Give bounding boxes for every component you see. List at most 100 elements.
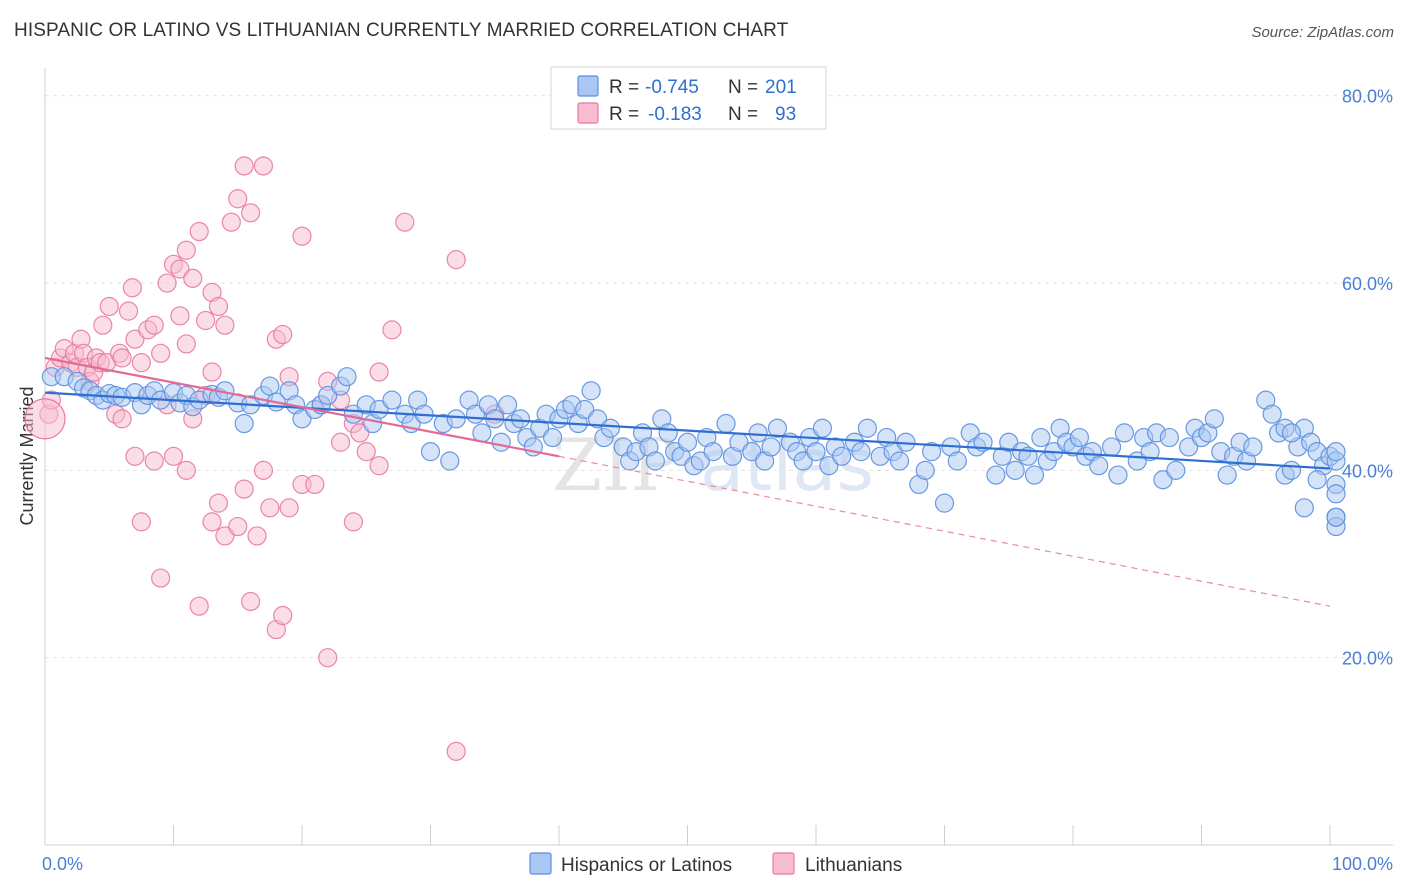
point-lithuanian	[151, 343, 171, 363]
point-lithuanian	[279, 498, 299, 518]
point-hispanic	[1204, 409, 1224, 429]
point-hispanic	[742, 442, 762, 462]
point-hispanic	[1159, 427, 1179, 448]
point-hispanic	[491, 432, 511, 452]
point-lithuanian	[131, 512, 151, 532]
point-hispanic	[234, 413, 254, 434]
point-hispanic	[1069, 427, 1090, 448]
point-hispanic	[1294, 498, 1314, 518]
point-lithuanian	[228, 516, 248, 537]
point-hispanic	[1005, 460, 1025, 480]
point-hispanic	[382, 390, 402, 410]
point-hispanic	[1024, 465, 1045, 485]
point-hispanic	[581, 381, 601, 401]
point-lithuanian	[24, 398, 66, 440]
point-hispanic	[260, 376, 280, 396]
point-hispanic	[716, 413, 736, 434]
point-hispanic	[1166, 460, 1186, 480]
point-hispanic	[1326, 507, 1346, 527]
point-lithuanian	[273, 605, 293, 626]
point-lithuanian	[170, 306, 190, 326]
point-lithuanian	[446, 250, 466, 270]
point-lithuanian	[144, 315, 164, 335]
point-lithuanian	[131, 353, 151, 373]
point-lithuanian	[395, 212, 415, 232]
point-lithuanian	[125, 446, 145, 466]
bottom-legend-swatch-hispanic	[529, 852, 552, 875]
x-tick-label: 100.0%	[1332, 854, 1393, 874]
point-lithuanian	[446, 741, 466, 761]
point-lithuanian	[208, 296, 229, 317]
point-lithuanian	[157, 273, 177, 293]
point-hispanic	[857, 418, 878, 438]
point-hispanic	[922, 442, 942, 462]
point-hispanic	[767, 418, 788, 438]
point-hispanic	[761, 437, 781, 457]
point-hispanic	[337, 367, 357, 387]
chart-title: HISPANIC OR LATINO VS LITHUANIAN CURRENT…	[14, 20, 789, 41]
trend-line-lithuanian	[44, 356, 560, 458]
point-lithuanian	[215, 526, 235, 546]
point-hispanic	[1326, 484, 1346, 504]
point-lithuanian	[176, 460, 196, 480]
point-lithuanian	[151, 568, 171, 588]
point-lithuanian	[369, 362, 389, 382]
point-hispanic	[472, 423, 492, 443]
point-lithuanian	[125, 329, 145, 349]
point-hispanic	[806, 442, 826, 462]
point-hispanic	[915, 460, 935, 480]
point-hispanic	[1031, 427, 1051, 448]
point-lithuanian	[118, 301, 139, 321]
point-hispanic	[645, 451, 665, 471]
point-hispanic	[600, 418, 621, 438]
point-lithuanian	[253, 156, 274, 176]
bottom-legend-label-hispanic: Hispanics or Latinos	[561, 855, 732, 876]
point-lithuanian	[318, 648, 338, 668]
point-lithuanian	[305, 474, 325, 495]
x-tick-label: 0.0%	[42, 854, 83, 874]
point-lithuanian	[176, 240, 196, 260]
point-lithuanian	[241, 203, 261, 223]
point-hispanic	[1262, 404, 1282, 424]
point-hispanic	[1114, 423, 1135, 443]
point-hispanic	[999, 432, 1019, 452]
y-tick-label: 20.0%	[1342, 649, 1393, 669]
point-lithuanian	[215, 315, 235, 335]
y-tick-label: 80.0%	[1342, 87, 1393, 107]
point-lithuanian	[170, 259, 190, 279]
data-points	[24, 156, 1346, 761]
bottom-legend-swatch-lithuanian	[772, 852, 795, 875]
point-lithuanian	[176, 334, 196, 354]
point-hispanic	[542, 427, 563, 448]
point-lithuanian	[234, 479, 254, 499]
legend-n-label-1: N =	[728, 77, 758, 98]
source-label: Source: ZipAtlas.com	[1251, 24, 1394, 41]
point-lithuanian	[221, 212, 241, 232]
point-hispanic	[812, 418, 833, 438]
point-lithuanian	[247, 526, 267, 546]
bottom-legend: Hispanics or Latinos Lithuanians	[529, 852, 902, 876]
point-hispanic	[703, 442, 723, 462]
point-lithuanian	[112, 409, 132, 429]
point-lithuanian	[208, 493, 229, 513]
point-hispanic	[318, 385, 338, 406]
point-hispanic	[1108, 465, 1128, 485]
point-hispanic	[1153, 470, 1173, 490]
point-lithuanian	[196, 310, 216, 331]
point-lithuanian	[343, 512, 363, 532]
point-hispanic	[947, 451, 967, 471]
point-lithuanian	[93, 315, 113, 335]
point-lithuanian	[356, 442, 376, 462]
point-hispanic	[793, 451, 813, 471]
point-lithuanian	[144, 451, 164, 471]
point-lithuanian	[253, 460, 274, 480]
point-hispanic	[889, 451, 910, 471]
point-hispanic	[587, 409, 608, 429]
legend-n-value-2: 93	[775, 104, 796, 125]
point-hispanic	[1281, 423, 1302, 443]
point-lithuanian	[241, 591, 261, 612]
legend-r-label-1: R =	[609, 77, 639, 98]
point-hispanic	[1307, 470, 1327, 490]
point-hispanic	[440, 451, 460, 471]
point-hispanic	[986, 465, 1006, 485]
